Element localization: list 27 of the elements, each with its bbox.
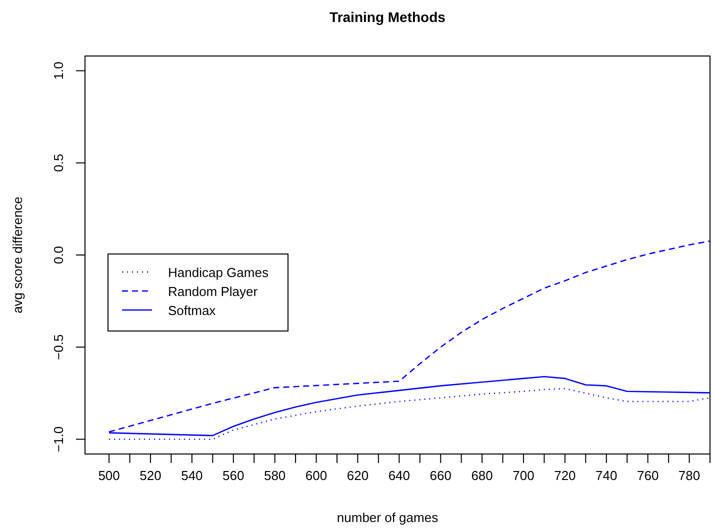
y-tick-label: 0.0	[51, 246, 66, 264]
y-tick-label: −0.5	[51, 334, 66, 360]
x-tick-label: 500	[98, 468, 120, 484]
x-tick-label: 700	[512, 468, 534, 484]
x-tick-label: 720	[554, 468, 576, 484]
x-tick-label: 620	[346, 468, 369, 484]
x-tick-label: 560	[222, 468, 244, 484]
x-tick-label: 740	[596, 468, 618, 484]
x-tick-label: 660	[430, 468, 452, 484]
legend-label: Softmax	[168, 303, 216, 318]
x-tick-label: 580	[264, 468, 286, 484]
chart-title: Training Methods	[330, 9, 446, 25]
x-tick-label: 780	[678, 468, 700, 484]
line-series	[108, 388, 711, 440]
x-tick-label: 520	[140, 468, 162, 484]
x-tick-label: 540	[181, 468, 203, 484]
legend-label: Handicap Games	[168, 265, 269, 280]
y-tick-label: 1.0	[51, 62, 66, 80]
x-axis-title: number of games	[336, 510, 439, 525]
x-tick-label: 640	[388, 468, 410, 484]
legend-label: Random Player	[168, 284, 258, 299]
x-tick-label: 760	[636, 468, 659, 484]
x-tick-label: 600	[305, 468, 328, 484]
x-tick-label: 680	[471, 468, 493, 484]
y-tick-label: 0.5	[51, 154, 66, 172]
y-tick-label: −1.0	[51, 426, 66, 452]
y-axis-title: avg score difference	[10, 196, 25, 314]
